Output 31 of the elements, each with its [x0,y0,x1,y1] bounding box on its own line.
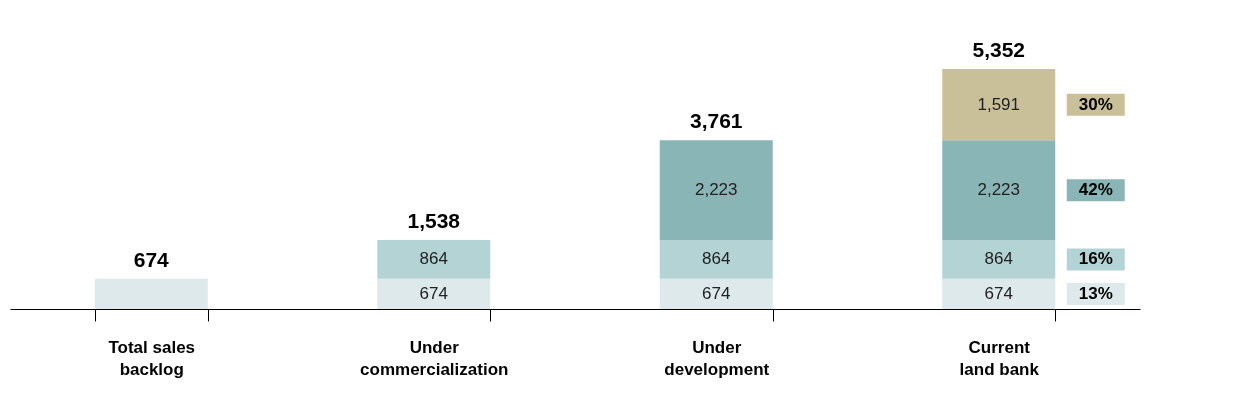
x-tick-label: Under development [664,337,770,379]
total-label: 674 [133,247,170,271]
x-tick-label: Current land bank [959,337,1040,379]
bar [942,140,1056,241]
annotation: 16% [1078,249,1113,269]
bar [659,240,773,279]
bar [377,240,491,279]
data-label: 864 [419,249,448,269]
total-label: 5,352 [972,38,1026,61]
bar [942,69,1056,141]
annotation: 30% [1078,94,1113,114]
bar [377,278,491,309]
data-label: 2,223 [694,180,738,200]
total-label: 3,761 [689,109,743,133]
annotation: 13% [1078,283,1113,303]
bar [659,140,773,241]
data-label: 674 [419,283,448,303]
total-label: 1,538 [407,209,461,233]
x-tick-label: Total sales backlog [108,337,196,379]
bar [942,278,1056,309]
data-label: 674 [702,283,731,303]
bar [659,278,773,309]
data-label: 864 [984,249,1013,269]
data-label: 674 [984,283,1013,303]
data-label: 864 [702,249,731,269]
x-tick-label: Under commercialization [360,337,509,379]
bar [942,240,1056,279]
bar [94,278,208,309]
data-label: 1,591 [977,94,1021,114]
data-label: 2,223 [977,180,1021,200]
annotation: 42% [1078,180,1113,200]
